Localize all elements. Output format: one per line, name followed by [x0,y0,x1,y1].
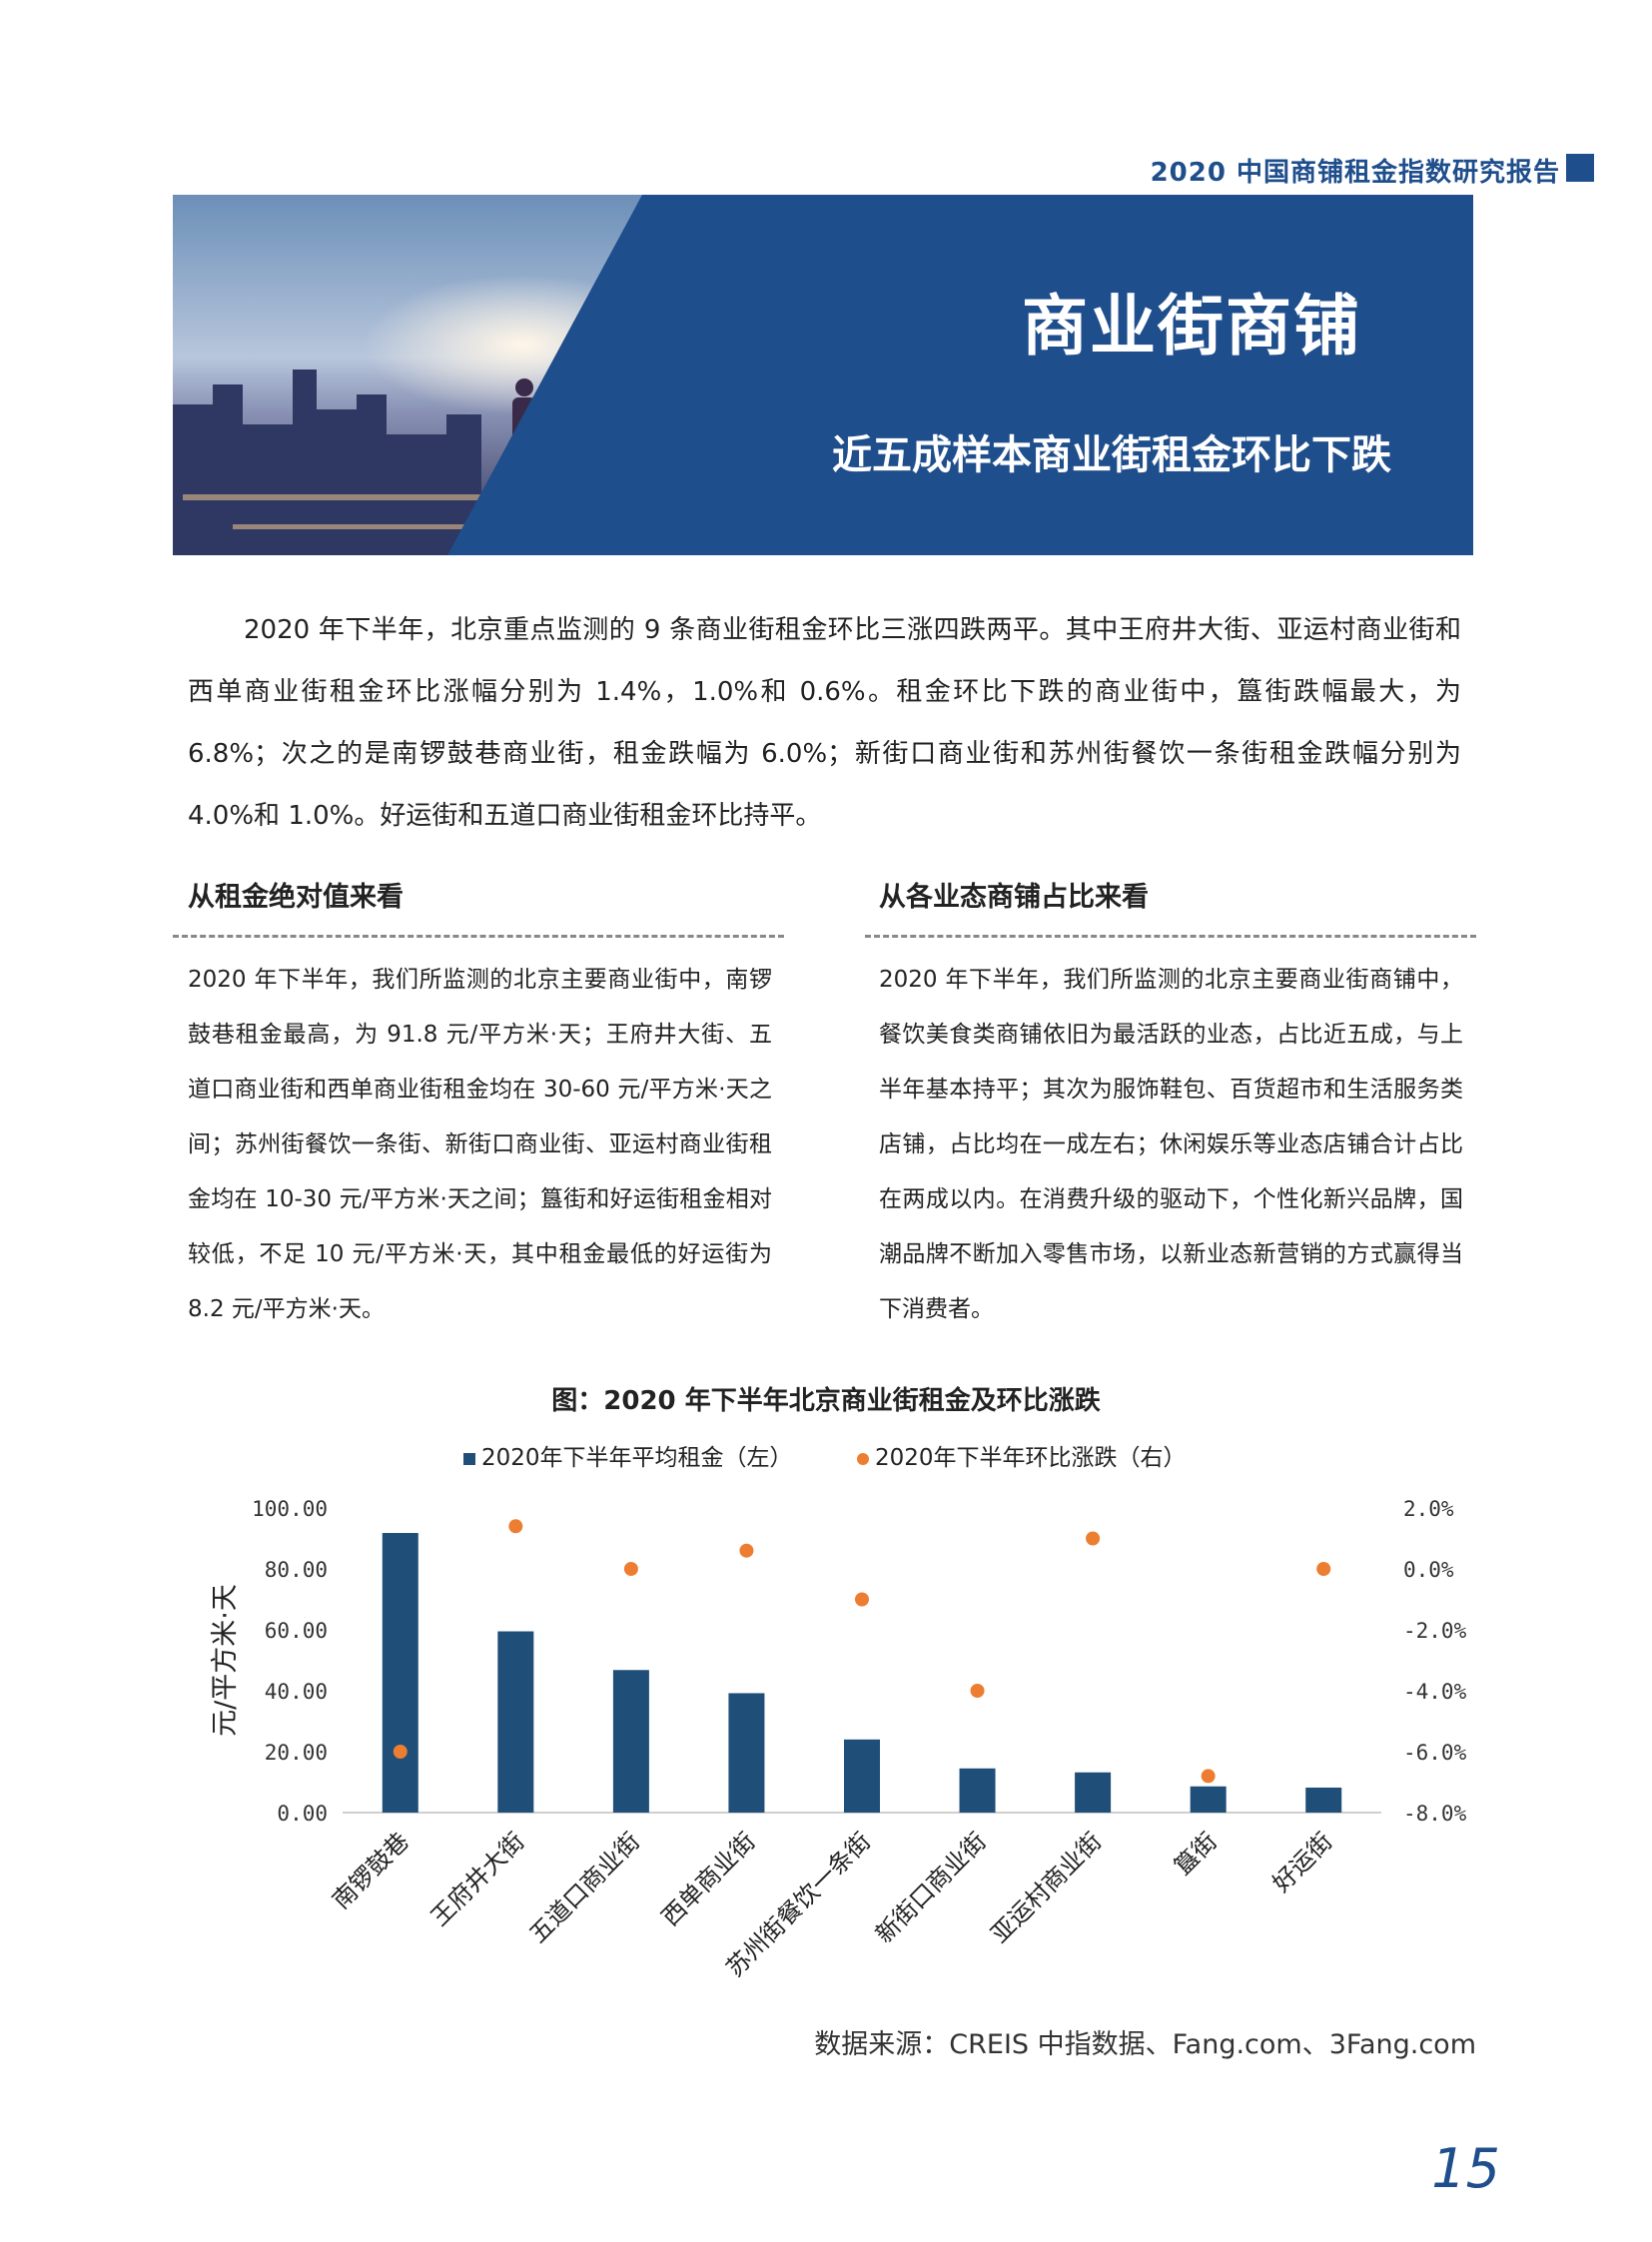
point-3 [623,1562,638,1576]
bar-4 [728,1693,765,1813]
x-tick-label: 南锣鼓巷 [327,1827,414,1914]
y-tick-label: 60.00 [265,1619,328,1643]
point-5 [855,1592,869,1607]
y-tick-label: 40.00 [265,1680,328,1704]
x-tick-label: 新街口商业街 [870,1827,992,1948]
header-square [1566,154,1594,182]
legend-bar-swatch [463,1452,475,1465]
x-tick-label: 王府井大街 [425,1827,530,1931]
chart-title: 图：2020 年下半年北京商业街租金及环比涨跌 [551,1386,1101,1416]
x-tick-label: 好运街 [1267,1827,1338,1897]
legend-bar-label: 2020年下半年平均租金（左） [481,1445,793,1471]
right-divider [865,935,1476,938]
y2-tick-label: 2.0% [1403,1497,1454,1521]
x-tick-label: 五道口商业街 [524,1827,646,1948]
y2-tick-label: -6.0% [1403,1741,1467,1765]
bar-3 [612,1670,649,1813]
y-axis-label: 元/平方米·天 [210,1584,241,1737]
point-7 [1086,1531,1101,1546]
right-column-text: 2020 年下半年，我们所监测的北京主要商业街商铺中，餐饮美食类商铺依旧为最活跃… [879,967,1463,1322]
legend-dot: 2020年下半年环比涨跌（右） [857,1438,1187,1472]
bar-6 [959,1768,996,1813]
left-column-heading: 从租金绝对值来看 [188,882,404,913]
x-tick-label: 亚运村商业街 [986,1827,1108,1948]
data-source: 数据来源：CREIS 中指数据、Fang.com、3Fang.com [814,2029,1476,2060]
intro-paragraph: 2020 年下半年，北京重点监测的 9 条商业街租金环比三涨四跌两平。其中王府井… [188,615,1461,831]
y-tick-label: 0.00 [277,1802,328,1826]
point-2 [508,1519,523,1534]
left-divider [173,935,784,938]
bar-8 [1190,1786,1227,1813]
point-4 [739,1543,754,1558]
banner: 商业街商铺 近五成样本商业街租金环比下跌 [173,195,1473,555]
legend-dot-label: 2020年下半年环比涨跌（右） [875,1445,1187,1471]
x-tick-label: 簋街 [1169,1827,1223,1880]
bar-9 [1305,1787,1342,1813]
y-tick-label: 80.00 [265,1558,328,1582]
y2-tick-label: 0.0% [1403,1558,1454,1582]
bar-7 [1075,1772,1112,1813]
y-tick-label: 20.00 [265,1741,328,1765]
point-8 [1201,1769,1216,1784]
bar-5 [844,1739,880,1813]
left-column-text: 2020 年下半年，我们所监测的北京主要商业街中，南锣鼓巷租金最高，为 91.8… [188,967,772,1322]
page-number: 15 [1431,2137,1500,2200]
banner-title: 商业街商铺 [1022,288,1361,365]
bar-2 [497,1631,534,1813]
point-9 [1316,1562,1331,1576]
legend-bar: 2020年下半年平均租金（左） [463,1438,793,1472]
y2-tick-label: -8.0% [1403,1802,1467,1826]
y2-tick-label: -4.0% [1403,1680,1467,1704]
right-column-heading: 从各业态商铺占比来看 [879,882,1149,913]
point-1 [393,1745,408,1759]
banner-image [173,195,1473,555]
point-6 [970,1684,985,1698]
bar-1 [382,1533,418,1813]
x-tick-label: 西单商业街 [656,1827,761,1931]
y-tick-label: 100.00 [252,1497,328,1521]
legend-dot-swatch [857,1452,869,1465]
banner-subtitle: 近五成样本商业街租金环比下跌 [832,432,1391,478]
report-title: 2020 中国商铺租金指数研究报告 [1150,158,1560,188]
y2-tick-label: -2.0% [1403,1619,1467,1643]
